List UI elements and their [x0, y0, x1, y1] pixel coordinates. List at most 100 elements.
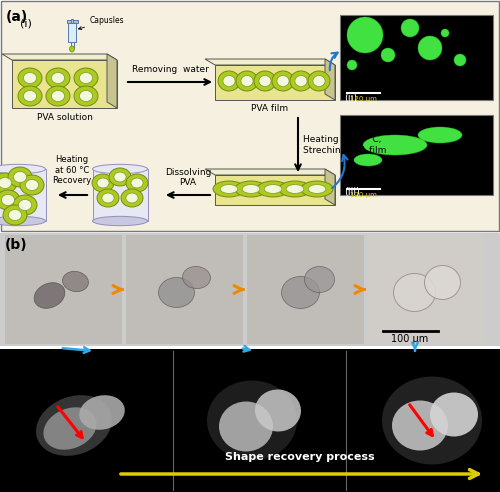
Text: Dissolving
PVA: Dissolving PVA — [165, 168, 211, 187]
Ellipse shape — [219, 401, 273, 452]
Bar — [0, 169, 46, 221]
Ellipse shape — [290, 71, 312, 91]
Ellipse shape — [0, 164, 46, 174]
Ellipse shape — [354, 154, 382, 166]
Ellipse shape — [313, 75, 325, 87]
Ellipse shape — [220, 184, 238, 193]
Polygon shape — [215, 175, 335, 205]
Text: Heating at 90 °C,
Streching PVA film: Heating at 90 °C, Streching PVA film — [303, 135, 386, 154]
Ellipse shape — [14, 172, 26, 183]
Bar — [340, 115, 493, 195]
Ellipse shape — [241, 75, 253, 87]
Ellipse shape — [363, 135, 427, 155]
Text: 120 μm: 120 μm — [350, 96, 376, 102]
Ellipse shape — [254, 71, 276, 91]
Bar — [92, 169, 148, 221]
Ellipse shape — [2, 194, 15, 206]
Ellipse shape — [424, 266, 460, 300]
Ellipse shape — [46, 68, 70, 88]
Bar — [175, 352, 345, 489]
Ellipse shape — [70, 46, 74, 52]
Ellipse shape — [52, 91, 64, 101]
Polygon shape — [325, 169, 335, 205]
Ellipse shape — [18, 68, 42, 88]
Ellipse shape — [114, 172, 126, 182]
Ellipse shape — [158, 277, 194, 308]
Ellipse shape — [304, 267, 334, 293]
Ellipse shape — [295, 75, 307, 87]
Ellipse shape — [259, 75, 271, 87]
Ellipse shape — [121, 189, 143, 207]
Ellipse shape — [109, 168, 131, 186]
Text: (b): (b) — [5, 238, 28, 252]
Polygon shape — [215, 65, 335, 100]
Circle shape — [441, 29, 449, 37]
Ellipse shape — [418, 127, 462, 143]
Ellipse shape — [0, 190, 20, 210]
Ellipse shape — [24, 72, 36, 84]
Text: (a): (a) — [6, 10, 28, 24]
Polygon shape — [325, 59, 335, 100]
Ellipse shape — [34, 283, 65, 308]
Bar — [347, 352, 500, 489]
Bar — [0, 349, 500, 492]
Bar — [71, 19, 73, 23]
Ellipse shape — [0, 216, 46, 226]
Ellipse shape — [207, 380, 297, 461]
Ellipse shape — [8, 167, 32, 187]
Circle shape — [454, 54, 466, 66]
Ellipse shape — [97, 178, 109, 188]
Ellipse shape — [0, 173, 17, 193]
Ellipse shape — [301, 181, 333, 197]
Ellipse shape — [392, 400, 448, 451]
Ellipse shape — [277, 75, 289, 87]
Ellipse shape — [92, 164, 148, 174]
Circle shape — [381, 48, 395, 62]
Ellipse shape — [80, 72, 92, 84]
Circle shape — [401, 19, 419, 37]
Ellipse shape — [74, 86, 98, 106]
Text: 120 μm: 120 μm — [350, 192, 376, 198]
Bar — [368, 235, 485, 344]
Ellipse shape — [80, 91, 92, 101]
Ellipse shape — [36, 395, 112, 456]
Text: (ii): (ii) — [344, 92, 357, 102]
Ellipse shape — [26, 180, 38, 190]
Ellipse shape — [394, 274, 436, 311]
Ellipse shape — [213, 181, 245, 197]
Ellipse shape — [13, 195, 37, 215]
Ellipse shape — [430, 393, 478, 436]
Ellipse shape — [131, 178, 143, 188]
Text: Capusles: Capusles — [78, 16, 124, 30]
Ellipse shape — [0, 178, 12, 188]
Text: Shape recovery process: Shape recovery process — [225, 452, 375, 462]
Polygon shape — [107, 54, 117, 108]
Ellipse shape — [126, 193, 138, 203]
Ellipse shape — [18, 199, 32, 211]
Ellipse shape — [62, 272, 88, 292]
Text: PVA solution: PVA solution — [36, 113, 92, 122]
Polygon shape — [2, 54, 117, 60]
Polygon shape — [205, 169, 335, 175]
Bar — [247, 235, 364, 344]
Ellipse shape — [272, 71, 294, 91]
Ellipse shape — [24, 91, 36, 101]
Ellipse shape — [236, 71, 258, 91]
Ellipse shape — [308, 184, 326, 193]
Ellipse shape — [218, 71, 240, 91]
Bar — [68, 22, 76, 42]
Ellipse shape — [308, 71, 330, 91]
Ellipse shape — [8, 210, 22, 220]
Bar — [340, 15, 493, 100]
Circle shape — [347, 17, 383, 53]
Ellipse shape — [279, 181, 311, 197]
Ellipse shape — [382, 376, 482, 464]
Polygon shape — [205, 59, 335, 65]
Circle shape — [418, 36, 442, 60]
Ellipse shape — [18, 86, 42, 106]
Ellipse shape — [79, 395, 125, 430]
Ellipse shape — [44, 407, 96, 450]
Ellipse shape — [223, 75, 235, 87]
Ellipse shape — [255, 390, 301, 431]
Text: Heating
at 60 °C
Recovery: Heating at 60 °C Recovery — [52, 155, 92, 185]
